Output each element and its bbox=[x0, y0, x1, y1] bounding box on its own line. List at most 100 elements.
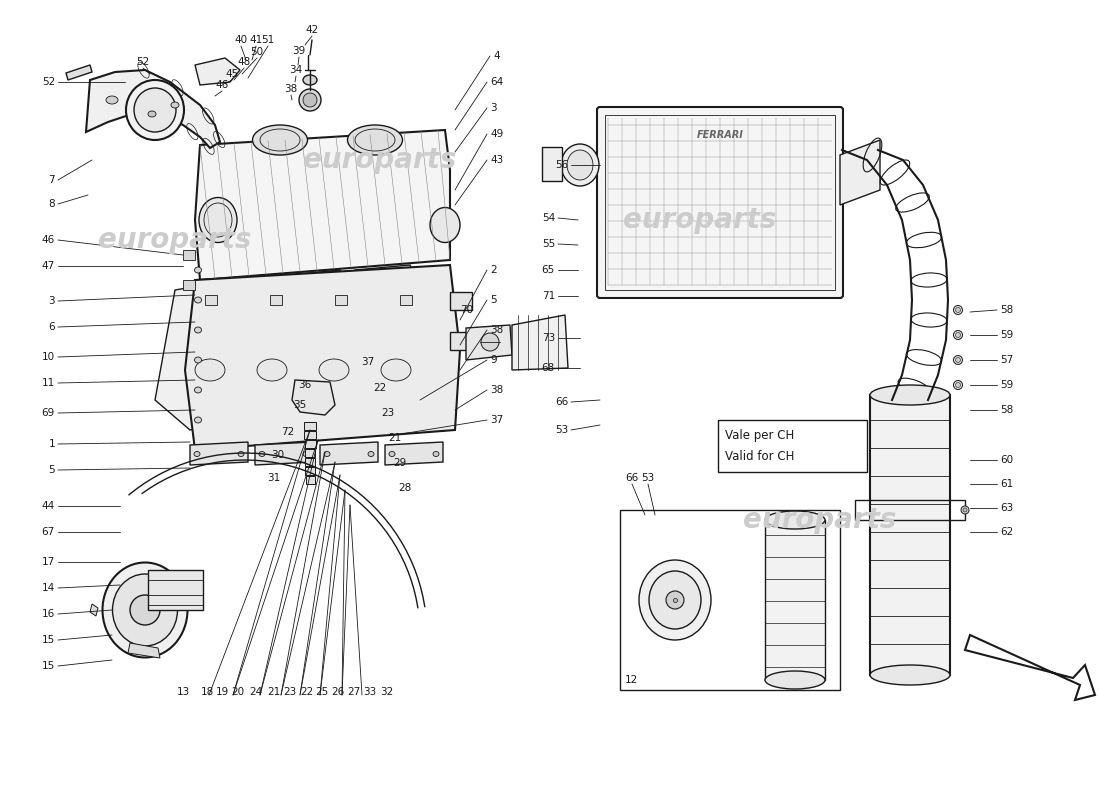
Polygon shape bbox=[320, 442, 378, 465]
Text: 38: 38 bbox=[490, 325, 504, 335]
Ellipse shape bbox=[170, 102, 179, 108]
Ellipse shape bbox=[195, 297, 201, 303]
Ellipse shape bbox=[106, 96, 118, 104]
Bar bbox=[605, 115, 835, 290]
Bar bbox=[305, 449, 316, 457]
Polygon shape bbox=[870, 395, 950, 675]
Text: 36: 36 bbox=[298, 380, 311, 390]
Ellipse shape bbox=[148, 111, 156, 117]
Ellipse shape bbox=[649, 571, 701, 629]
Ellipse shape bbox=[126, 80, 184, 140]
Ellipse shape bbox=[112, 574, 177, 646]
Text: 58: 58 bbox=[1000, 305, 1013, 315]
Text: 21: 21 bbox=[388, 433, 401, 443]
Text: Vale per CH: Vale per CH bbox=[725, 429, 794, 442]
Polygon shape bbox=[205, 295, 217, 305]
Ellipse shape bbox=[956, 333, 960, 338]
Polygon shape bbox=[290, 270, 365, 410]
Ellipse shape bbox=[956, 382, 960, 387]
Text: 5: 5 bbox=[490, 295, 496, 305]
Text: 35: 35 bbox=[294, 400, 307, 410]
Text: 49: 49 bbox=[490, 129, 504, 139]
Text: 1: 1 bbox=[48, 439, 55, 449]
Polygon shape bbox=[190, 442, 248, 465]
Ellipse shape bbox=[954, 306, 962, 314]
Text: 62: 62 bbox=[1000, 527, 1013, 537]
Ellipse shape bbox=[195, 327, 201, 333]
Polygon shape bbox=[400, 295, 412, 305]
Ellipse shape bbox=[319, 359, 349, 381]
Text: 23: 23 bbox=[284, 687, 297, 697]
Ellipse shape bbox=[258, 451, 265, 457]
Text: 20: 20 bbox=[231, 687, 244, 697]
Polygon shape bbox=[840, 140, 880, 205]
Text: 71: 71 bbox=[541, 291, 556, 301]
Text: 4: 4 bbox=[493, 51, 499, 61]
Polygon shape bbox=[66, 65, 92, 80]
Ellipse shape bbox=[961, 506, 969, 514]
Polygon shape bbox=[86, 70, 220, 148]
Text: 16: 16 bbox=[42, 609, 55, 619]
Ellipse shape bbox=[302, 93, 317, 107]
Ellipse shape bbox=[253, 125, 308, 155]
Text: 67: 67 bbox=[42, 527, 55, 537]
Text: 11: 11 bbox=[42, 378, 55, 388]
Polygon shape bbox=[195, 58, 240, 85]
Text: 53: 53 bbox=[554, 425, 568, 435]
Bar bbox=[306, 467, 315, 475]
Ellipse shape bbox=[956, 358, 960, 362]
Ellipse shape bbox=[302, 451, 309, 457]
Text: 9: 9 bbox=[490, 355, 496, 365]
Text: 44: 44 bbox=[42, 501, 55, 511]
Bar bbox=[306, 476, 315, 484]
Polygon shape bbox=[183, 280, 195, 290]
Ellipse shape bbox=[199, 198, 236, 242]
Ellipse shape bbox=[348, 125, 403, 155]
Ellipse shape bbox=[324, 451, 330, 457]
Text: 68: 68 bbox=[541, 363, 556, 373]
Bar bbox=[305, 431, 316, 439]
Text: 30: 30 bbox=[272, 450, 285, 460]
Polygon shape bbox=[965, 635, 1094, 700]
Text: 52: 52 bbox=[42, 77, 55, 87]
Text: 47: 47 bbox=[42, 261, 55, 271]
Text: 5: 5 bbox=[48, 465, 55, 475]
Ellipse shape bbox=[195, 359, 226, 381]
Text: 46: 46 bbox=[216, 80, 229, 90]
Ellipse shape bbox=[639, 560, 711, 640]
Ellipse shape bbox=[954, 330, 962, 339]
Text: 38: 38 bbox=[285, 84, 298, 94]
Bar bbox=[148, 570, 204, 610]
Text: 40: 40 bbox=[234, 35, 248, 45]
Ellipse shape bbox=[194, 451, 200, 457]
Text: 53: 53 bbox=[641, 473, 654, 483]
Text: 55: 55 bbox=[541, 239, 556, 249]
Text: 39: 39 bbox=[293, 46, 306, 56]
Text: 69: 69 bbox=[42, 408, 55, 418]
Text: 8: 8 bbox=[48, 199, 55, 209]
Ellipse shape bbox=[870, 385, 950, 405]
Text: europarts: europarts bbox=[304, 146, 456, 174]
Ellipse shape bbox=[764, 511, 825, 529]
Text: 52: 52 bbox=[136, 57, 150, 67]
Text: 48: 48 bbox=[238, 57, 251, 67]
Text: 50: 50 bbox=[251, 47, 264, 57]
Text: FERRARI: FERRARI bbox=[696, 130, 744, 140]
Polygon shape bbox=[512, 315, 568, 370]
Polygon shape bbox=[542, 147, 562, 181]
Ellipse shape bbox=[566, 150, 593, 180]
Bar bbox=[620, 510, 840, 690]
Ellipse shape bbox=[195, 417, 201, 423]
Text: 26: 26 bbox=[331, 687, 344, 697]
Polygon shape bbox=[183, 250, 195, 260]
Text: 38: 38 bbox=[490, 385, 504, 395]
Text: 61: 61 bbox=[1000, 479, 1013, 489]
Ellipse shape bbox=[299, 89, 321, 111]
Text: 34: 34 bbox=[289, 65, 302, 75]
FancyBboxPatch shape bbox=[597, 107, 843, 298]
Ellipse shape bbox=[870, 665, 950, 685]
Text: 65: 65 bbox=[541, 265, 556, 275]
Text: 15: 15 bbox=[42, 635, 55, 645]
Polygon shape bbox=[466, 325, 512, 360]
Text: 3: 3 bbox=[490, 103, 496, 113]
